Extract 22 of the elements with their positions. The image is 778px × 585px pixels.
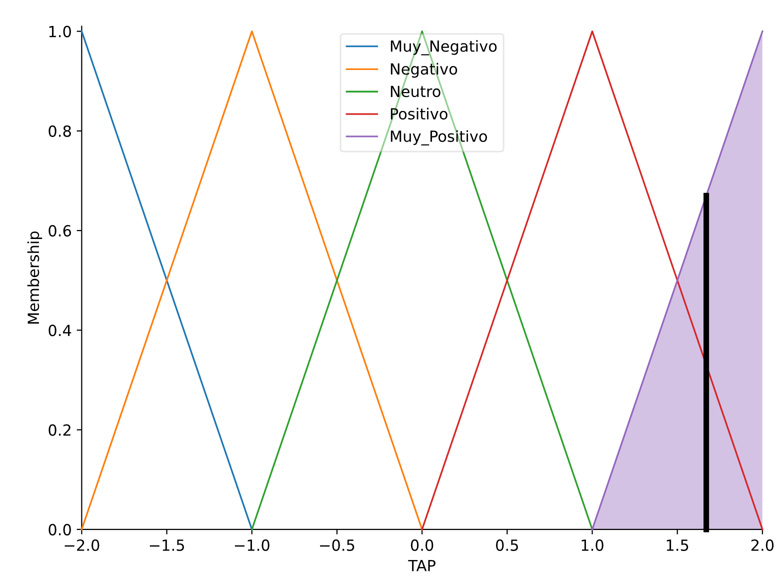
y-tick-label: 1.0 xyxy=(49,26,71,38)
legend-label: Muy_Positivo xyxy=(390,130,487,146)
x-tick-label: 1.5 xyxy=(666,540,688,551)
x-axis-title: TAP xyxy=(408,560,436,572)
legend-label: Negativo xyxy=(390,62,458,78)
x-tick-label: −2.0 xyxy=(64,539,100,551)
x-tick-label: −1.0 xyxy=(234,539,270,551)
x-tick-label: −1.5 xyxy=(150,540,184,551)
y-tick-label: 0.6 xyxy=(48,225,72,237)
y-tick-label: 0.2 xyxy=(48,424,70,436)
y-tick-label: 0.0 xyxy=(48,524,71,536)
legend-label: Neutro xyxy=(390,86,440,98)
legend-label: Positivo xyxy=(390,108,448,120)
y-axis-title: Membership xyxy=(27,231,42,324)
x-tick-label: 1.0 xyxy=(582,539,604,551)
legend-label: Muy_Negativo xyxy=(390,40,497,56)
x-tick-label: 0.0 xyxy=(410,539,434,551)
x-tick-label: −0.5 xyxy=(320,539,354,551)
y-tick-label: 0.8 xyxy=(48,125,71,137)
y-tick-label: 0.4 xyxy=(48,324,72,336)
x-tick-label: 2.0 xyxy=(751,539,774,551)
x-tick-label: 0.5 xyxy=(496,539,518,551)
